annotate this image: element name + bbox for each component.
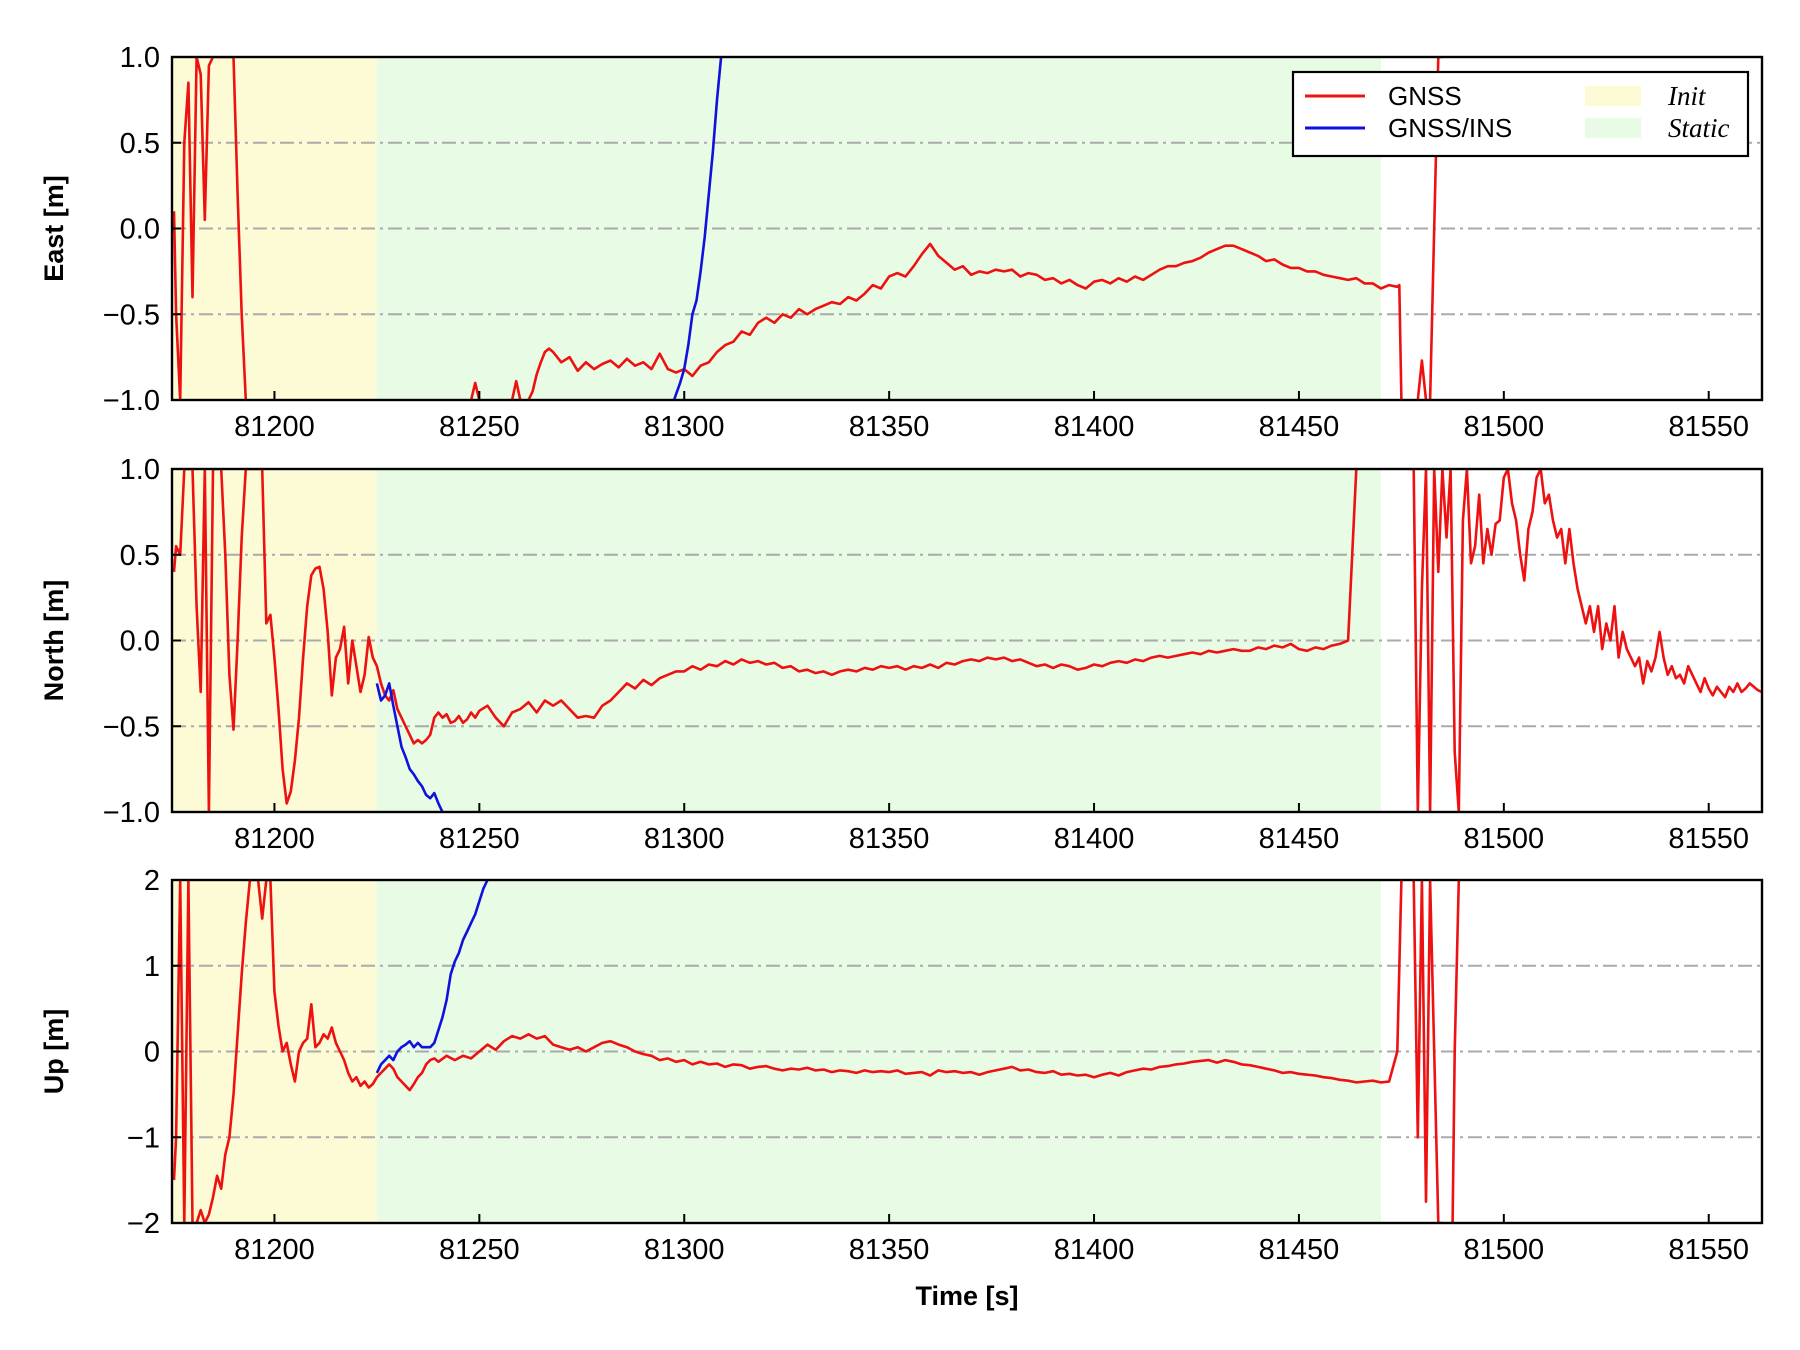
east-plot-area xyxy=(172,57,1443,400)
legend-gnss-label: GNSS xyxy=(1388,81,1462,111)
north-panel: 81200 81250 81300 81350 81400 81450 81500 81550… xyxy=(39,454,1764,855)
up-ytick-label: −1 xyxy=(127,1122,160,1154)
east-series-gnss xyxy=(510,379,522,400)
north-ytick-label: 0.5 xyxy=(120,540,160,572)
legend-init-swatch xyxy=(1585,86,1641,106)
up-xtick-label: 81550 xyxy=(1668,1234,1749,1266)
legend-static-label: Static xyxy=(1668,113,1730,143)
north-xtick-label: 81400 xyxy=(1054,823,1135,855)
east-panel: 81200 81250 81300 81350 81400 81450 81500 81550… xyxy=(39,42,1764,443)
east-xtick-label: 81350 xyxy=(849,411,930,443)
east-xtick-label: 81250 xyxy=(439,411,520,443)
legend-static-swatch xyxy=(1585,118,1641,138)
up-series-gnss xyxy=(172,880,1403,1223)
up-xtick-label: 81200 xyxy=(234,1234,315,1266)
north-xtick-label: 81200 xyxy=(234,823,315,855)
north-ytick-label: −1.0 xyxy=(103,797,160,829)
up-xtick-label: 81350 xyxy=(849,1234,930,1266)
east-ytick-label: 0.5 xyxy=(120,128,160,160)
north-xtick-label: 81300 xyxy=(644,823,725,855)
east-series-gnss xyxy=(172,57,248,400)
up-ytick-label: −2 xyxy=(127,1208,160,1240)
legend-gnss-ins-label: GNSS/INS xyxy=(1388,113,1512,143)
up-xtick-label: 81400 xyxy=(1054,1234,1135,1266)
up-ytick-label: 0 xyxy=(144,1037,160,1069)
east-series-gnss-ins xyxy=(672,57,723,400)
up-series-gnss xyxy=(1412,880,1443,1223)
up-ylabel: Up [m] xyxy=(39,1009,69,1094)
up-panel: 81200 81250 81300 81350 81400 81450 81500 81550… xyxy=(39,865,1764,1311)
up-plot-area xyxy=(172,880,1461,1223)
up-xtick-label: 81300 xyxy=(644,1234,725,1266)
legend-init-label: Init xyxy=(1667,81,1707,111)
north-xtick-label: 81450 xyxy=(1259,823,1340,855)
legend-box xyxy=(1291,70,1750,158)
up-ytick-label: 1 xyxy=(144,951,160,983)
east-xtick-label: 81300 xyxy=(644,411,725,443)
north-plot-area xyxy=(172,469,1762,812)
north-xtick-label: 81350 xyxy=(849,823,930,855)
north-ylabel: North [m] xyxy=(39,580,69,701)
up-series-gnss xyxy=(1451,880,1461,1223)
east-ytick-label: −0.5 xyxy=(103,299,160,331)
north-series-gnss-ins xyxy=(375,682,444,812)
east-ytick-label: −1.0 xyxy=(103,385,160,417)
east-series-gnss xyxy=(527,242,1403,400)
east-ytick-label: 1.0 xyxy=(120,42,160,74)
north-ytick-label: 0.0 xyxy=(120,626,160,658)
north-xtick-label: 81500 xyxy=(1464,823,1545,855)
up-xtick-label: 81500 xyxy=(1464,1234,1545,1266)
east-ytick-label: 0.0 xyxy=(120,214,160,246)
north-series-gnss xyxy=(172,469,1358,812)
east-ylabel: East [m] xyxy=(39,175,69,282)
up-xtick-label: 81250 xyxy=(439,1234,520,1266)
up-ytick-label: 2 xyxy=(144,865,160,897)
north-xtick-label: 81550 xyxy=(1668,823,1749,855)
up-series-gnss-ins xyxy=(375,880,489,1074)
east-xtick-label: 81450 xyxy=(1259,411,1340,443)
north-xtick-label: 81250 xyxy=(439,823,520,855)
east-xtick-label: 81400 xyxy=(1054,411,1135,443)
east-xtick-label: 81200 xyxy=(234,411,315,443)
east-series-gnss xyxy=(469,381,481,400)
north-ytick-label: −0.5 xyxy=(103,711,160,743)
north-series-gnss xyxy=(1409,469,1762,812)
up-xlabel: Time [s] xyxy=(915,1281,1018,1311)
up-xtick-label: 81450 xyxy=(1259,1234,1340,1266)
east-xtick-label: 81550 xyxy=(1668,411,1749,443)
north-ytick-label: 1.0 xyxy=(120,454,160,486)
east-xtick-label: 81500 xyxy=(1464,411,1545,443)
east-series-gnss xyxy=(1416,359,1428,400)
